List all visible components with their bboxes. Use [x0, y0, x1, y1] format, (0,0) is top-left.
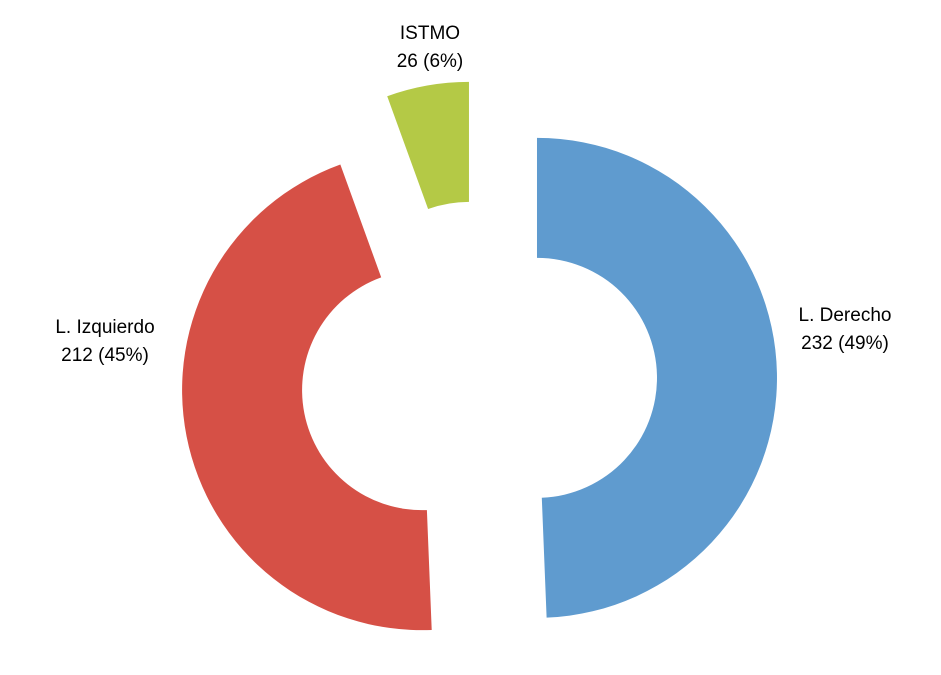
slice-label-value: 26 (6%)	[397, 51, 464, 72]
donut-slice	[536, 137, 777, 618]
slice-label-name: L. Derecho	[799, 305, 892, 326]
slice-label-value: 232 (49%)	[801, 333, 889, 354]
donut-slice	[182, 164, 432, 631]
slice-label-name: ISTMO	[400, 23, 460, 44]
slice-label-name: L. Izquierdo	[55, 317, 154, 338]
donut-slice	[387, 81, 469, 210]
slice-label-value: 212 (45%)	[61, 345, 149, 366]
